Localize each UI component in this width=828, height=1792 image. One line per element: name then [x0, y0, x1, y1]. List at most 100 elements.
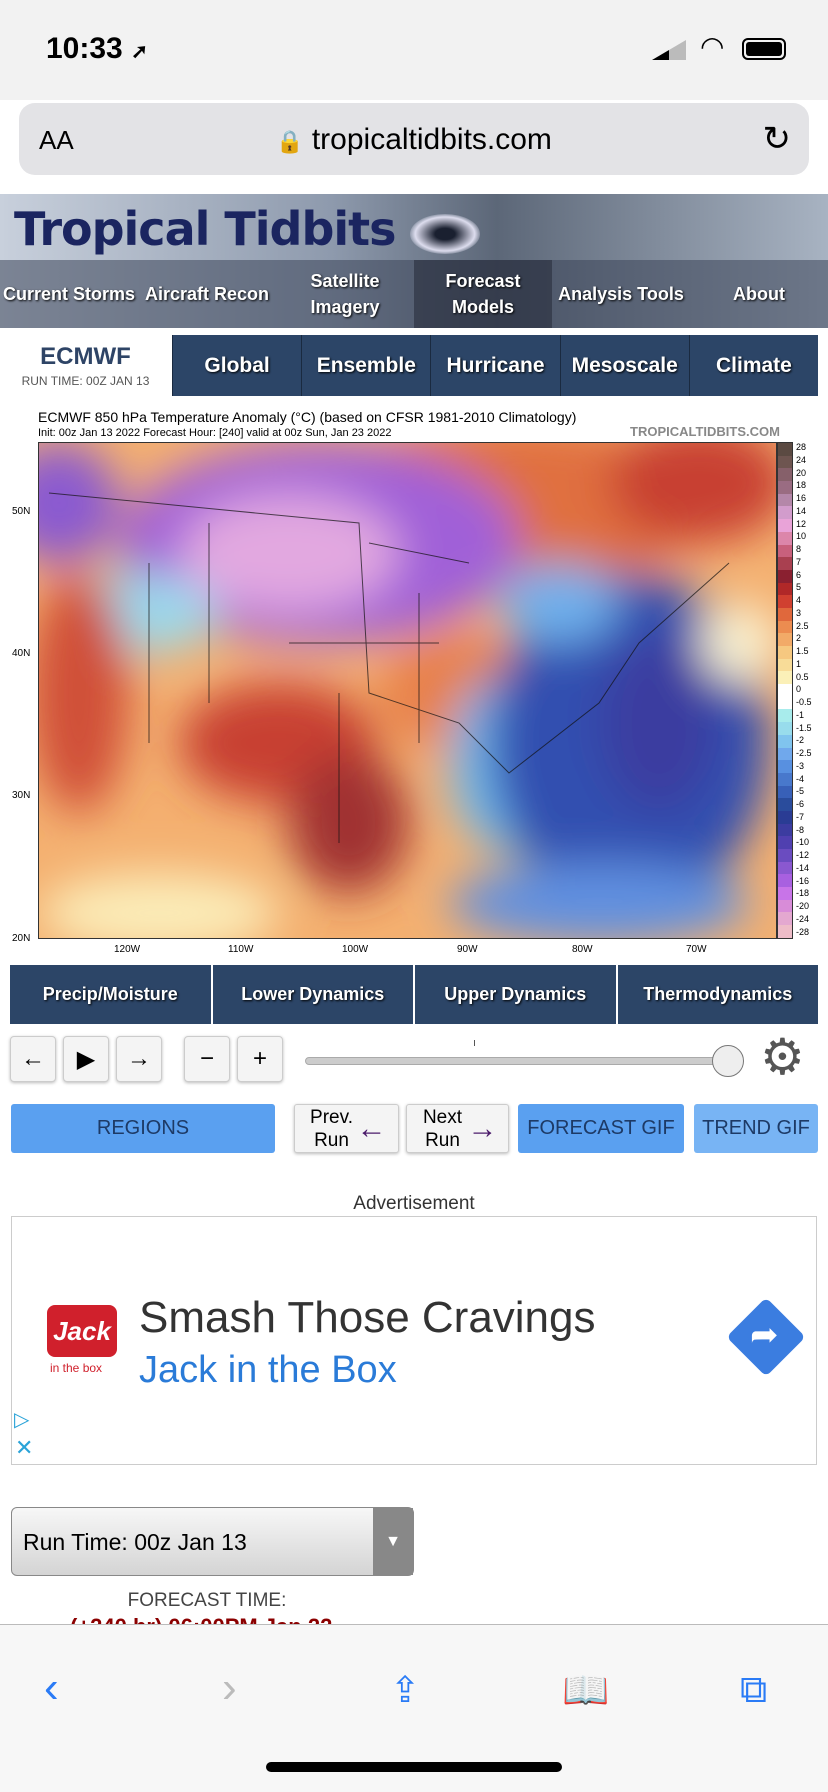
- ad-advertiser[interactable]: Jack in the Box: [139, 1349, 397, 1391]
- plus-icon: +: [252, 1045, 267, 1072]
- trend-gif-button[interactable]: TREND GIF: [694, 1104, 818, 1153]
- arrow-left-icon: ←: [21, 1045, 45, 1072]
- colorbar-swatch: [778, 544, 792, 558]
- regions-button[interactable]: REGIONS: [11, 1104, 275, 1153]
- colorbar-swatch: [778, 887, 792, 900]
- lat-label: 50N: [12, 506, 31, 517]
- colorbar-swatch: [778, 658, 792, 672]
- advertisement[interactable]: Jack in the box Smash Those Cravings Jac…: [11, 1216, 817, 1465]
- ad-headline[interactable]: Smash Those Cravings: [139, 1293, 596, 1342]
- colorbar-label: 18: [796, 480, 807, 491]
- clock: 10:33 ➚: [46, 32, 148, 65]
- play-button[interactable]: ▶: [63, 1036, 109, 1082]
- url-text: tropicaltidbits.com: [311, 123, 552, 156]
- colorbar-label: -2: [796, 735, 805, 746]
- temperature-anomaly-map[interactable]: [38, 442, 777, 939]
- colorbar-swatch: [778, 493, 792, 507]
- tab-climate[interactable]: Climate: [688, 335, 818, 396]
- text-size-button[interactable]: AA: [39, 125, 74, 155]
- bookmarks-icon[interactable]: 📖: [562, 1670, 610, 1712]
- hurricane-eye-image: [410, 214, 480, 254]
- colorbar-label: -28: [796, 926, 810, 937]
- advertiser-logo-tag: in the box: [50, 1361, 103, 1375]
- forecast-hour-slider[interactable]: [305, 1057, 725, 1065]
- cat-upper-dynamics[interactable]: Upper Dynamics: [413, 965, 616, 1024]
- colorbar-label: -24: [796, 913, 810, 924]
- colorbar-label: 2: [796, 633, 802, 644]
- adchoices-icon[interactable]: ▷: [14, 1409, 30, 1431]
- location-arrow-icon: ➚: [131, 41, 148, 63]
- address-bar[interactable]: AA 🔒 tropicaltidbits.com ↻: [19, 103, 809, 175]
- colorbar-swatch: [778, 925, 792, 938]
- forecast-gif-button[interactable]: FORECAST GIF: [518, 1104, 684, 1153]
- lon-label: 90W: [457, 944, 478, 955]
- colorbar-label: 3: [796, 607, 802, 618]
- tabs-icon[interactable]: ⧉: [740, 1669, 768, 1711]
- nav-forecast-models[interactable]: Forecast Models: [414, 260, 552, 328]
- chevron-down-icon: ▼: [373, 1508, 413, 1575]
- colorbar-label: -2.5: [796, 748, 812, 758]
- cat-lower-dynamics[interactable]: Lower Dynamics: [210, 965, 414, 1024]
- colorbar-swatch: [778, 836, 792, 849]
- nav-about[interactable]: About: [733, 284, 785, 304]
- nav-analysis-tools[interactable]: Analysis Tools: [558, 284, 684, 304]
- tab-global[interactable]: Global: [172, 335, 301, 396]
- colorbar-label: 0.5: [796, 671, 809, 682]
- nav-current-storms[interactable]: Current Storms: [2, 284, 136, 304]
- colorbar-label: 14: [796, 505, 807, 516]
- colorbar-label: -7: [796, 811, 805, 822]
- colorbar-label: 24: [796, 454, 807, 465]
- home-indicator: [266, 1762, 562, 1772]
- colorbar-label: 1.5: [796, 646, 809, 656]
- colorbar-swatch: [778, 747, 792, 761]
- cat-thermodynamics[interactable]: Thermodynamics: [615, 965, 819, 1024]
- colorbar-swatch: [778, 810, 792, 824]
- step-back-button[interactable]: ←: [10, 1036, 56, 1082]
- colorbar-label: -0.5: [796, 697, 812, 707]
- colorbar-label: -14: [796, 862, 810, 873]
- colorbar-swatch: [778, 557, 792, 570]
- run-time-select[interactable]: Run Time: 00z Jan 13 ▼: [11, 1507, 414, 1576]
- colorbar-swatch: [778, 722, 792, 735]
- colorbar-label: -20: [796, 901, 810, 911]
- arrow-turn-right-icon: ➦: [750, 1316, 779, 1354]
- site-banner: Tropical Tidbits Current Storms Aircraft…: [0, 194, 828, 328]
- forward-icon[interactable]: ›: [222, 1663, 237, 1712]
- colorbar-label: 12: [796, 518, 807, 529]
- site-logo[interactable]: Tropical Tidbits: [14, 202, 397, 256]
- zoom-out-button[interactable]: −: [184, 1036, 230, 1082]
- model-tabs: Global Ensemble Hurricane Mesoscale Clim…: [172, 335, 818, 396]
- tab-mesoscale[interactable]: Mesoscale: [559, 335, 689, 396]
- colorbar-label: -1: [796, 709, 805, 720]
- tab-ensemble[interactable]: Ensemble: [301, 335, 430, 396]
- colorbar-swatch: [778, 696, 792, 710]
- zoom-in-button[interactable]: +: [237, 1036, 283, 1082]
- back-icon[interactable]: ‹: [44, 1663, 59, 1712]
- colorbar-label: -8: [796, 824, 805, 835]
- close-icon[interactable]: ✕: [15, 1435, 34, 1460]
- play-icon: ▶: [76, 1045, 96, 1073]
- reload-icon[interactable]: ↻: [762, 120, 792, 158]
- prev-run-button[interactable]: Prev. Run ←: [294, 1104, 399, 1153]
- share-icon[interactable]: ⇪: [390, 1669, 421, 1710]
- lat-label: 20N: [12, 933, 31, 944]
- colorbar-label: -3: [796, 760, 805, 771]
- colorbar-swatch: [778, 569, 792, 583]
- tab-hurricane[interactable]: Hurricane: [430, 335, 559, 396]
- nav-aircraft-recon[interactable]: Aircraft Recon: [144, 284, 270, 304]
- step-forward-button[interactable]: →: [116, 1036, 162, 1082]
- colorbar-swatch: [778, 684, 792, 697]
- colorbar-swatch: [778, 506, 792, 520]
- next-run-button[interactable]: Next Run →: [406, 1104, 509, 1153]
- slider-handle[interactable]: [712, 1045, 744, 1077]
- lat-label: 30N: [12, 790, 31, 801]
- colorbar-label: -18: [796, 888, 810, 899]
- colorbar-swatch: [778, 709, 792, 723]
- cat-precip-moisture[interactable]: Precip/Moisture: [42, 984, 178, 1004]
- colorbar-swatch: [778, 443, 792, 456]
- gear-icon[interactable]: ⚙: [760, 1029, 805, 1085]
- slider-tick: [474, 1040, 475, 1046]
- colorbar-swatch: [778, 481, 792, 494]
- colorbar-label: 6: [796, 569, 802, 580]
- nav-satellite-imagery[interactable]: Satellite Imagery: [310, 271, 380, 317]
